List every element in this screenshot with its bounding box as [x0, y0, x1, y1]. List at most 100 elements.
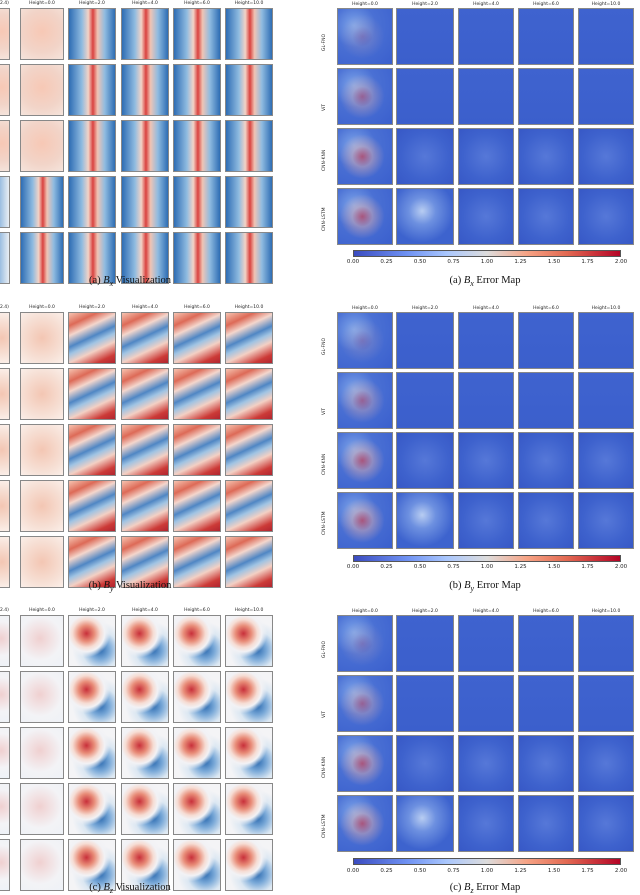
vis-tile — [20, 727, 64, 779]
vis-tile — [121, 368, 169, 420]
error-tile — [396, 615, 454, 672]
error-tile — [337, 492, 393, 549]
row-label: CNN-LSTM — [322, 511, 327, 535]
vis-tile — [0, 424, 10, 476]
error-tile — [458, 492, 514, 549]
vis-tile — [20, 8, 64, 60]
error-tile — [396, 68, 454, 125]
caption-part: Visualization — [113, 580, 172, 591]
error-tile — [458, 795, 514, 852]
vis-tile — [173, 8, 221, 60]
colorbar-tick: 1.50 — [547, 259, 561, 265]
vis-tile — [121, 120, 169, 172]
caption-bx_err: (a) Bx Error Map — [385, 275, 585, 288]
error-tile — [337, 735, 393, 792]
colorbar-tick: 0.50 — [413, 868, 427, 874]
row-label: CNN-KNN — [322, 453, 327, 475]
colorbar-tick: 0.75 — [447, 564, 460, 570]
vis-tile — [0, 839, 10, 891]
error-tile — [518, 312, 574, 369]
vis-tile — [121, 64, 169, 116]
colorbar-tick: 0.75 — [447, 868, 460, 874]
vis-tile — [0, 783, 10, 835]
vis-tile — [225, 232, 273, 284]
error-tile — [396, 188, 454, 245]
error-column-header: Height=4.0 — [473, 306, 499, 311]
colorbar-tick: 1.25 — [514, 259, 527, 265]
error-column-header: Height=6.0 — [533, 609, 559, 614]
colorbar-tick: 0.50 — [413, 259, 427, 265]
error-tile — [396, 312, 454, 369]
column-header: Height=10.0 — [234, 1, 264, 6]
caption-part: Visualization — [113, 882, 171, 893]
caption-bz_err: (c) Bz Error Map — [385, 882, 585, 895]
row-label: ViT — [322, 103, 327, 111]
vis-tile — [68, 615, 116, 667]
error-tile — [578, 128, 634, 185]
column-header: Height=0.0 — [29, 608, 55, 613]
column-header: Height=0.0 — [29, 1, 55, 6]
vis-tile — [0, 727, 10, 779]
vis-tile — [121, 8, 169, 60]
row-label: ViT — [322, 407, 327, 415]
caption-part: (a) — [88, 275, 104, 286]
error-tile — [396, 795, 454, 852]
vis-tile — [121, 232, 169, 284]
caption-part: Visualization — [113, 275, 172, 286]
error-tile — [458, 372, 514, 429]
error-tile — [396, 8, 454, 65]
error-tile — [518, 128, 574, 185]
error-tile — [458, 8, 514, 65]
vis-tile — [0, 368, 10, 420]
colorbar-tick: 1.50 — [547, 564, 561, 570]
corner-label: 2.4) — [0, 305, 9, 310]
column-header: Height=2.0 — [79, 1, 105, 6]
vis-tile — [68, 671, 116, 723]
row-label: CNN-KNN — [322, 756, 327, 778]
error-tile — [337, 615, 393, 672]
vis-tile — [121, 783, 169, 835]
error-tile — [337, 68, 393, 125]
vis-tile — [173, 783, 221, 835]
row-label: GL-FNO — [322, 33, 327, 51]
error-tile — [518, 615, 574, 672]
error-tile — [337, 312, 393, 369]
row-label: CNN-LSTM — [322, 814, 327, 838]
vis-tile — [20, 312, 64, 364]
error-tile — [578, 68, 634, 125]
error-tile — [396, 735, 454, 792]
vis-tile — [68, 424, 116, 476]
column-header: Height=2.0 — [79, 608, 105, 613]
colorbar-tick: 1.25 — [514, 868, 527, 874]
vis-tile — [20, 615, 64, 667]
error-tile — [578, 8, 634, 65]
vis-tile — [121, 312, 169, 364]
error-tile — [518, 735, 574, 792]
error-tile — [396, 432, 454, 489]
vis-tile — [0, 8, 10, 60]
error-column-header: Height=2.0 — [412, 609, 438, 614]
vis-tile — [225, 839, 273, 891]
error-column-header: Height=2.0 — [412, 306, 438, 311]
vis-tile — [20, 480, 64, 532]
error-tile — [578, 372, 634, 429]
vis-tile — [20, 839, 64, 891]
error-tile — [337, 432, 393, 489]
error-tile — [578, 735, 634, 792]
error-tile — [518, 68, 574, 125]
vis-tile — [20, 536, 64, 588]
colorbar-tick: 0.25 — [380, 868, 393, 874]
caption-part: Error Map — [473, 882, 521, 893]
error-tile — [578, 312, 634, 369]
colorbar — [353, 555, 621, 562]
colorbar-tick: 1.00 — [480, 259, 494, 265]
vis-tile — [225, 480, 273, 532]
row-label: ViT — [322, 710, 327, 718]
vis-tile — [225, 120, 273, 172]
vis-tile — [121, 176, 169, 228]
error-tile — [518, 372, 574, 429]
error-column-header: Height=0.0 — [352, 2, 378, 7]
vis-tile — [20, 232, 64, 284]
vis-tile — [121, 727, 169, 779]
row-label: GL-FNO — [322, 337, 327, 355]
